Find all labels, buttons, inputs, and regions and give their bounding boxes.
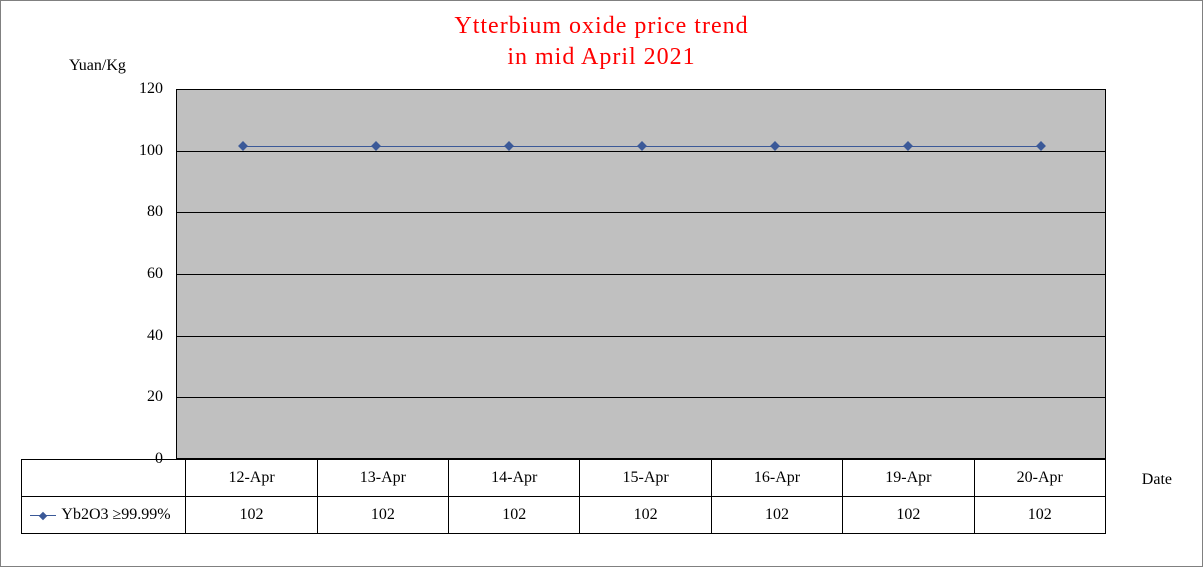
series-line-segment: [908, 146, 1041, 147]
y-tick-label: 20: [123, 388, 163, 406]
data-marker: [504, 141, 514, 151]
gridline: [177, 89, 1105, 90]
series-line-segment: [509, 146, 642, 147]
x-axis-label: Date: [1142, 471, 1172, 489]
chart-title: Ytterbium oxide price trend in mid April…: [1, 11, 1202, 73]
value-cell: 102: [317, 497, 448, 534]
title-line1: Ytterbium oxide price trend: [454, 13, 748, 39]
data-marker: [371, 141, 381, 151]
value-cell: 102: [843, 497, 974, 534]
table-header-row: 12-Apr13-Apr14-Apr15-Apr16-Apr19-Apr20-A…: [22, 460, 1106, 497]
table-corner-cell: [22, 460, 186, 497]
category-header: 14-Apr: [449, 460, 580, 497]
gridline: [177, 212, 1105, 213]
data-marker: [1036, 141, 1046, 151]
value-cell: 102: [580, 497, 711, 534]
value-cell: 102: [186, 497, 317, 534]
y-ticks: 020406080100120: [121, 89, 171, 459]
y-tick-label: 120: [123, 80, 163, 98]
y-tick-label: 80: [123, 203, 163, 221]
title-line2: in mid April 2021: [507, 44, 695, 70]
data-marker: [770, 141, 780, 151]
gridline: [177, 397, 1105, 398]
series-line-segment: [642, 146, 775, 147]
y-tick-label: 60: [123, 265, 163, 283]
category-header: 13-Apr: [317, 460, 448, 497]
gridline: [177, 336, 1105, 337]
category-header: 16-Apr: [711, 460, 842, 497]
data-marker: [637, 141, 647, 151]
legend-cell: Yb2O3 ≥99.99%: [22, 497, 186, 534]
series-name: Yb2O3 ≥99.99%: [61, 506, 170, 523]
series-line-segment: [243, 146, 376, 147]
series-line-segment: [775, 146, 908, 147]
value-cell: 102: [449, 497, 580, 534]
series-line-segment: [376, 146, 509, 147]
plot-area: [176, 89, 1106, 459]
category-header: 12-Apr: [186, 460, 317, 497]
legend-line-icon: [30, 515, 56, 516]
value-cell: 102: [711, 497, 842, 534]
category-header: 15-Apr: [580, 460, 711, 497]
y-tick-label: 40: [123, 327, 163, 345]
data-marker: [903, 141, 913, 151]
y-axis-label: Yuan/Kg: [69, 57, 126, 75]
category-header: 20-Apr: [974, 460, 1105, 497]
chart-container: Ytterbium oxide price trend in mid April…: [0, 0, 1203, 567]
value-cell: 102: [974, 497, 1105, 534]
data-table: 12-Apr13-Apr14-Apr15-Apr16-Apr19-Apr20-A…: [21, 459, 1106, 534]
y-tick-label: 100: [123, 142, 163, 160]
gridline: [177, 274, 1105, 275]
data-marker: [238, 141, 248, 151]
table-value-row: Yb2O3 ≥99.99% 102102102102102102102: [22, 497, 1106, 534]
category-header: 19-Apr: [843, 460, 974, 497]
